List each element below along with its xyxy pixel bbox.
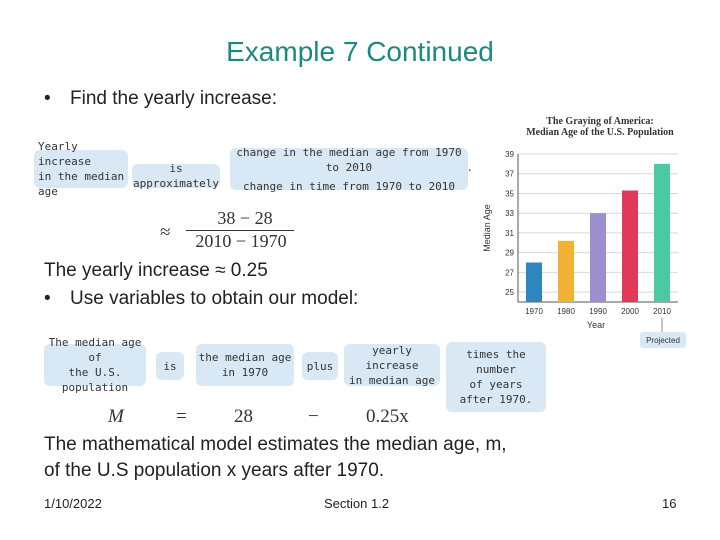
x-tick-label: 1990 <box>589 307 607 316</box>
y-tick-label: 39 <box>505 150 514 159</box>
y-tick-label: 37 <box>505 170 514 179</box>
bubble-denominator: change in time from 1970 to 2010 <box>243 179 455 193</box>
bubble-approximately: is approximately <box>132 162 220 190</box>
y-tick-label: 31 <box>505 229 514 238</box>
bubble-numerator: change in the median age from 1970 to 20… <box>236 145 462 174</box>
x-axis-label: Year <box>587 320 605 330</box>
formula2-m: M <box>108 406 124 427</box>
bubble-fraction: change in the median age from 1970 to 20… <box>230 145 468 193</box>
formula2-rate: 0.25x <box>366 406 409 427</box>
y-tick-label: 25 <box>505 288 514 297</box>
slide-title: Example 7 Continued <box>226 36 494 67</box>
bullet-use-variables: • Use variables to obtain our model: <box>44 288 358 310</box>
median-age-bar-chart: 25 27 29 31 33 35 37 39 1970 1980 1990 2000 2010 Year… <box>482 150 686 348</box>
formula2-28: 28 <box>234 406 253 427</box>
bubble-median-age-1970: the median age in 1970 <box>196 344 294 386</box>
formula1-period: . <box>468 160 472 175</box>
bubble-times-years: times the number of years after 1970. <box>446 342 546 412</box>
x-tick-label: 1970 <box>525 307 543 316</box>
conclusion-line-1: The mathematical model estimates the med… <box>44 434 507 455</box>
footer-date: 1/10/2022 <box>44 496 102 511</box>
bar-1970 <box>526 262 542 302</box>
formula1-denominator: 2010 − 1970 <box>195 231 287 251</box>
bubble-yearly-increase: Yearly increase in the median age <box>34 140 128 198</box>
bubble-plus: plus <box>302 352 338 380</box>
y-tick-label: 35 <box>505 189 514 198</box>
formula1-approx: ≈ <box>160 222 171 243</box>
x-tick-label: 2000 <box>621 307 639 316</box>
footer-page-number: 16 <box>662 496 677 511</box>
chart-title: The Graying of America: Median Age of th… <box>526 116 674 138</box>
formula1-numerator: 38 − 28 <box>217 208 273 228</box>
footer-section: Section 1.2 <box>324 496 390 511</box>
y-axis-label: Median Age <box>482 204 492 252</box>
annotation-projected: Projected <box>646 336 680 345</box>
y-tick-label: 27 <box>505 268 514 277</box>
bar-1990 <box>590 213 606 302</box>
formula1-bar <box>186 230 294 231</box>
conclusion-line-2: of the U.S population x years after 1970… <box>44 460 385 481</box>
bar-2000 <box>622 190 638 302</box>
bubble-is: is <box>156 352 184 380</box>
formula2-equals: = <box>176 406 187 427</box>
y-tick-label: 33 <box>505 209 514 218</box>
formula2-operator: − <box>308 406 319 427</box>
bullet-find-increase: • Find the yearly increase: <box>44 88 277 110</box>
bar-1980 <box>558 240 574 302</box>
x-tick-label: 1980 <box>557 307 575 316</box>
bubble-median-age-population: The median age of the U.S. population <box>44 336 146 394</box>
y-tick-label: 29 <box>505 249 514 258</box>
yearly-increase-result: The yearly increase ≈ 0.25 <box>44 260 268 281</box>
annotation-box <box>640 332 686 348</box>
bullet-dot: • <box>44 288 51 309</box>
bar-2010 <box>654 163 670 302</box>
bullet-text: Use variables to obtain our model: <box>70 288 359 309</box>
x-tick-label: 2010 <box>653 307 671 316</box>
bullet-text: Find the yearly increase: <box>70 88 277 109</box>
bullet-dot: • <box>44 88 51 109</box>
bubble-yearly-increase-median: yearly increase in median age <box>344 344 440 387</box>
